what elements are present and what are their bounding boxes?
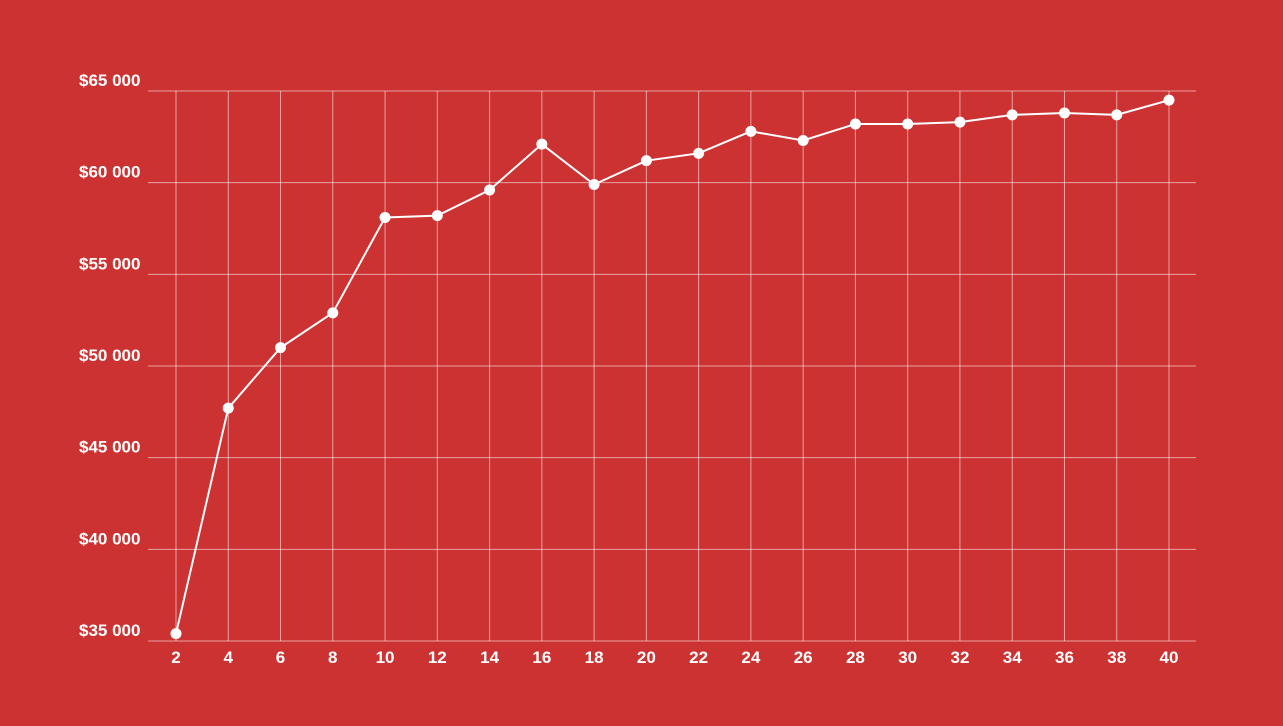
x-tick-label: 38 [1107,648,1126,667]
x-tick-label: 30 [898,648,917,667]
x-tick-label: 14 [480,648,499,667]
x-tick-label: 22 [689,648,708,667]
y-axis: $35 000 $40 000 $45 000 $50 000 $55 000 $60 0… [79,71,140,640]
data-point [693,147,705,159]
y-tick-label: $50 000 [79,346,140,365]
data-point [1163,94,1175,106]
y-tick-label: $60 000 [79,163,140,182]
chart-grid [148,90,1196,642]
x-tick-label: 8 [328,648,337,667]
data-point [902,118,914,130]
x-tick-label: 18 [585,648,604,667]
data-point [954,116,966,128]
data-point [275,342,287,354]
data-point [327,307,339,319]
data-point [1006,109,1018,121]
x-tick-label: 20 [637,648,656,667]
series-line [175,99,1170,634]
data-point [379,212,391,223]
y-tick-label: $65 000 [79,71,140,90]
x-tick-label: 28 [846,648,865,667]
y-tick-label: $45 000 [79,438,140,457]
data-point [431,210,443,222]
x-tick-label: 10 [376,648,395,667]
x-tick-label: 6 [276,648,285,667]
x-tick-label: 40 [1160,648,1179,667]
x-tick-label: 12 [428,648,447,667]
x-tick-label: 34 [1003,648,1022,667]
x-tick-label: 26 [794,648,813,667]
x-tick-label: 32 [950,648,969,667]
y-tick-label: $40 000 [79,529,140,548]
x-tick-label: 16 [532,648,551,667]
y-tick-label: $55 000 [79,254,140,273]
data-point [1058,107,1070,119]
x-tick-label: 24 [741,648,760,667]
data-point [222,402,234,414]
data-point [536,138,548,150]
x-axis: 2 4 6 8 10 12 14 16 18 20 22 24 26 28 30 32 34 36 38 40 [171,648,1178,667]
data-point [1111,109,1123,121]
data-point [849,118,861,130]
data-point [170,628,182,640]
x-tick-label: 2 [171,648,180,667]
data-point [640,155,652,167]
x-tick-label: 4 [224,648,234,667]
data-point [797,135,809,146]
data-point [745,125,757,137]
chart-series [170,94,1175,640]
x-tick-label: 36 [1055,648,1074,667]
y-tick-label: $35 000 [79,621,140,640]
data-point [588,179,600,190]
data-point [484,184,496,196]
